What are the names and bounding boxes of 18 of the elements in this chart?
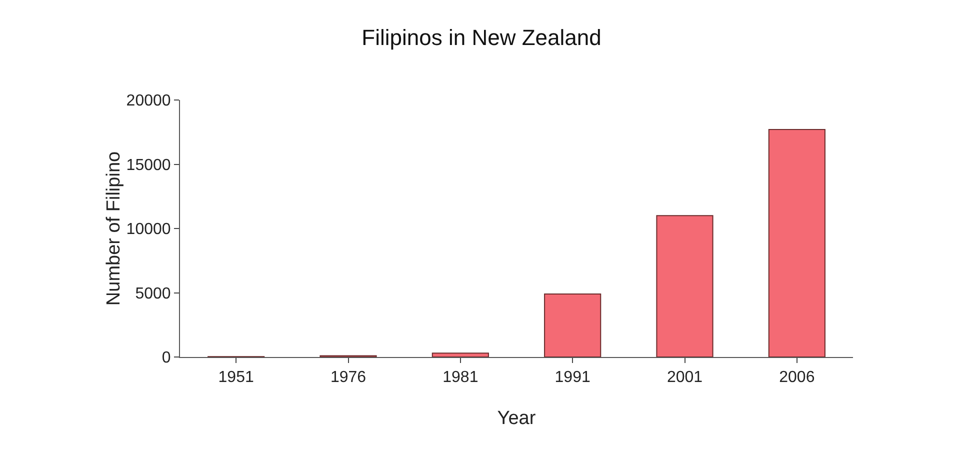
x-tick-label: 2006	[779, 369, 815, 386]
bar	[544, 294, 602, 357]
x-axis-title: Year	[497, 408, 536, 429]
y-axis-title: Number of Filipino	[103, 151, 124, 306]
x-tick-label: 1976	[330, 369, 366, 386]
x-tick-label: 2001	[666, 369, 703, 386]
y-tick-label: 5000	[135, 285, 171, 302]
y-tick-label: 0	[162, 350, 171, 367]
x-tick-label: 1951	[218, 369, 254, 386]
chart-title: Filipinos in New Zealand	[362, 25, 602, 50]
y-tick-label: 15000	[126, 156, 171, 174]
y-tick-label: 10000	[126, 221, 171, 238]
x-tick-label: 1991	[554, 369, 590, 386]
x-tick-label: 1981	[442, 369, 478, 386]
bar	[768, 129, 826, 357]
bar	[656, 215, 714, 357]
bar	[432, 352, 489, 357]
y-tick-label: 20000	[126, 92, 171, 110]
